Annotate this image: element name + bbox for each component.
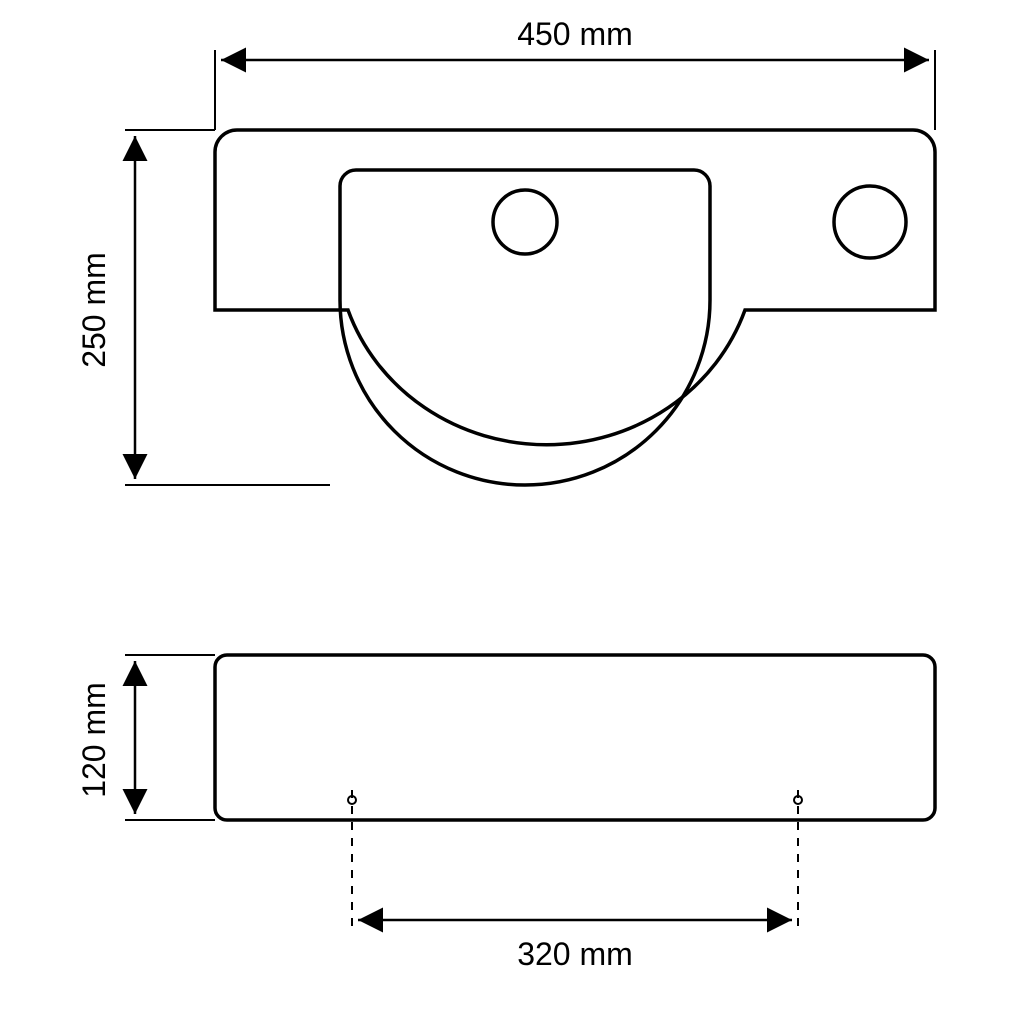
dimension-height-top: 250 mm <box>76 130 330 485</box>
tap-hole <box>834 186 906 258</box>
dimension-width-bottom: 320 mm <box>358 920 792 972</box>
dimension-width-top: 450 mm <box>215 16 935 130</box>
dim-label-height-front: 120 mm <box>76 682 112 798</box>
dim-label-height-top: 250 mm <box>76 252 112 368</box>
drain-hole <box>493 190 557 254</box>
dim-label-width-top: 450 mm <box>517 16 633 52</box>
dim-label-width-bottom: 320 mm <box>517 936 633 972</box>
sink-inner-bowl <box>340 170 710 485</box>
dimension-height-front: 120 mm <box>76 655 215 820</box>
top-view <box>215 130 935 485</box>
technical-drawing-svg: 450 mm 250 mm 120 mm 320 mm <box>0 0 1024 1024</box>
front-view <box>215 655 935 930</box>
front-outline <box>215 655 935 820</box>
sink-outer-outline <box>215 130 935 445</box>
